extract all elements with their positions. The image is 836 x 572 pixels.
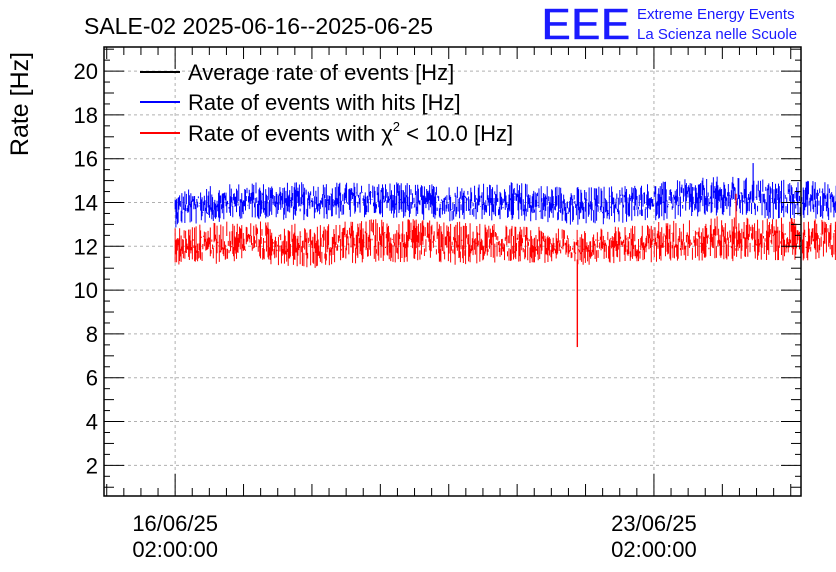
y-tick-label: 20 <box>74 59 98 84</box>
y-tick-label: 12 <box>74 234 98 259</box>
logo-line-2: La Scienza nelle Scuole <box>637 26 797 43</box>
legend-chi2-symbol: χ <box>381 121 393 146</box>
axes <box>103 46 802 497</box>
series-chi2-band <box>174 216 836 268</box>
logo-mark: EEE <box>541 0 630 50</box>
legend: Average rate of events [Hz] Rate of even… <box>140 60 513 146</box>
series-hits-band <box>174 176 836 228</box>
y-tick-label: 8 <box>86 322 98 347</box>
eee-logo: EEE Extreme Energy Events La Scienza nel… <box>540 0 797 51</box>
logo-line-1: Extreme Energy Events <box>637 6 795 23</box>
x-tick-label-time: 02:00:00 <box>611 537 697 562</box>
y-tick-label: 18 <box>74 103 98 128</box>
y-tick-label: 4 <box>86 410 98 435</box>
legend-chi2-suffix: < 10.0 [Hz] <box>400 121 513 146</box>
legend-label-average: Average rate of events [Hz] <box>188 60 454 85</box>
y-tick-label: 16 <box>74 147 98 172</box>
plot-frame <box>103 46 802 497</box>
y-tick-label: 6 <box>86 366 98 391</box>
legend-chi2-prefix: Rate of events with <box>188 121 381 146</box>
chart-title: SALE-02 2025-06-16--2025-06-25 <box>84 13 433 39</box>
x-tick-label-time: 02:00:00 <box>132 537 218 562</box>
legend-label-chi2: Rate of events with χ2 < 10.0 [Hz] <box>188 119 513 146</box>
legend-chi2-sup: 2 <box>393 119 400 134</box>
series-bands <box>174 163 836 348</box>
y-tick-label: 10 <box>74 278 98 303</box>
y-tick-labels: 2 4 6 8 10 12 14 16 18 20 <box>74 59 98 478</box>
x-tick-label-date: 16/06/25 <box>132 511 218 536</box>
legend-label-hits: Rate of events with hits [Hz] <box>188 90 461 115</box>
y-axis-label: Rate [Hz] <box>6 52 34 156</box>
y-tick-label: 2 <box>86 453 98 478</box>
y-tick-label: 14 <box>74 191 98 216</box>
x-tick-label-date: 23/06/25 <box>611 511 697 536</box>
